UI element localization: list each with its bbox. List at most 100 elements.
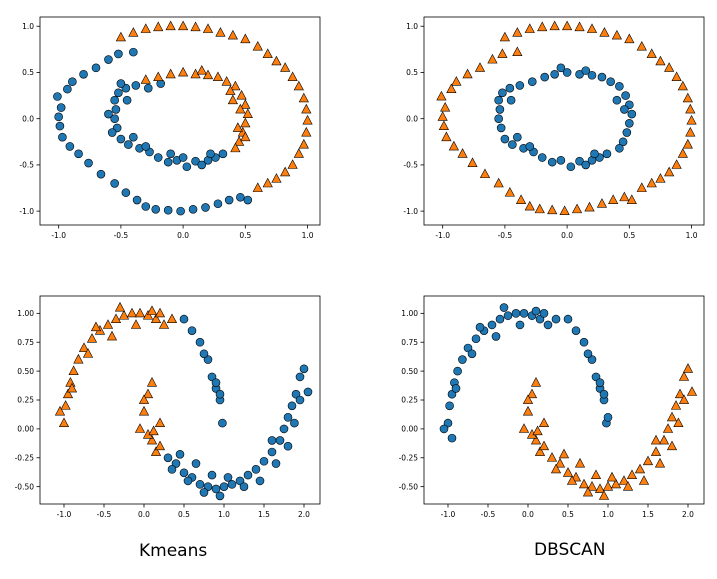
triangle-point (448, 140, 459, 151)
triangle-point (646, 177, 657, 188)
circle-point (612, 95, 622, 105)
circle-point (191, 459, 201, 468)
x-tick-label: 0.5 (562, 510, 574, 519)
circle-point (487, 320, 497, 330)
circle-point (539, 309, 549, 318)
panel-circles-dbscan: -1.0 -0.5 0.0 0.5 1.0 -1.0 -0.5 0.0 0.5 1.0 (403, 16, 705, 240)
triangle-point (115, 31, 126, 42)
circle-point (153, 153, 163, 162)
triangle-point (252, 182, 263, 192)
circle-point (563, 314, 573, 324)
triangle-point (196, 64, 207, 75)
triangle-point (655, 173, 666, 183)
triangle-point (586, 481, 598, 491)
series-circles (439, 303, 613, 443)
triangle-point (534, 446, 546, 456)
triangle-point (599, 27, 610, 37)
circle-point (129, 132, 138, 142)
circle-point (116, 134, 126, 144)
circle-point (56, 103, 66, 112)
triangle-point (212, 71, 224, 81)
circle-point (163, 205, 173, 215)
triangle-point (73, 353, 84, 364)
circle-point (562, 68, 572, 77)
triangle-point (562, 467, 574, 477)
triangle-point (586, 23, 598, 33)
circle-point (191, 156, 200, 166)
circle-point (224, 195, 234, 205)
triangle-point (165, 20, 176, 31)
circle-point (267, 436, 277, 445)
triangle-point (437, 111, 448, 121)
circle-point (494, 114, 503, 123)
triangle-point (674, 388, 686, 399)
triangle-point (642, 455, 654, 466)
triangle-point (293, 148, 304, 158)
triangle-point (537, 21, 548, 32)
triangle-point (271, 173, 282, 183)
triangle-point (634, 463, 646, 474)
triangle-point (298, 92, 309, 103)
caption-dbscan: DBSCAN (534, 540, 606, 560)
y-tick-label: 1.0 (22, 22, 34, 31)
circle-point (267, 447, 277, 457)
y-tick-label: -0.5 (403, 161, 418, 170)
triangle-point (252, 40, 263, 51)
y-tick-label: 0.00 (401, 425, 418, 434)
triangle-point (650, 446, 662, 456)
circle-point (295, 372, 305, 382)
circle-point (453, 366, 462, 376)
triangle-point (240, 99, 251, 109)
triangle-point (54, 405, 66, 416)
circle-point (503, 311, 513, 320)
triangle-point (666, 440, 678, 451)
x-tick-label: 1.5 (258, 510, 270, 519)
circle-point (575, 70, 584, 79)
triangle-point (301, 103, 312, 114)
triangle-point (126, 307, 138, 318)
circle-point (255, 476, 265, 486)
triangle-point (262, 48, 273, 58)
triangle-point (626, 469, 638, 480)
circle-point (299, 364, 309, 374)
circle-point (556, 63, 566, 73)
triangle-point (106, 330, 118, 341)
y-tick-label: 0.75 (401, 338, 418, 347)
circle-point (114, 49, 123, 59)
circle-point (219, 482, 229, 491)
circle-point (110, 114, 119, 123)
triangle-point (140, 74, 151, 84)
triangle-point (606, 471, 618, 482)
circle-point (525, 142, 535, 151)
triangle-point (487, 53, 498, 64)
circle-point (615, 143, 624, 153)
circle-point (519, 309, 529, 318)
triangle-point (678, 394, 690, 404)
triangle-point (582, 486, 594, 497)
circle-point (547, 157, 557, 167)
triangle-point (280, 62, 291, 72)
series-circles (163, 314, 313, 501)
circle-point (201, 203, 210, 212)
triangle-point (158, 319, 170, 329)
triangle-point (626, 194, 637, 204)
x-tick-label: -1.0 (57, 510, 72, 519)
plot-frame (39, 295, 321, 505)
triangle-point (619, 191, 630, 202)
triangle-point (554, 457, 566, 468)
circle-point (104, 55, 113, 64)
x-tick-label: 1.0 (686, 231, 698, 240)
x-tick-label: -1.0 (441, 510, 456, 519)
circle-point (143, 83, 153, 93)
triangle-point (90, 321, 102, 332)
triangle-point (566, 475, 578, 485)
circle-point (439, 424, 449, 434)
circle-point (236, 192, 245, 202)
triangle-point (666, 411, 678, 422)
circle-point (132, 195, 142, 205)
triangle-point (584, 201, 595, 212)
triangle-point (142, 310, 154, 320)
circle-point (496, 123, 506, 133)
x-tick-label: 2.0 (298, 510, 310, 519)
